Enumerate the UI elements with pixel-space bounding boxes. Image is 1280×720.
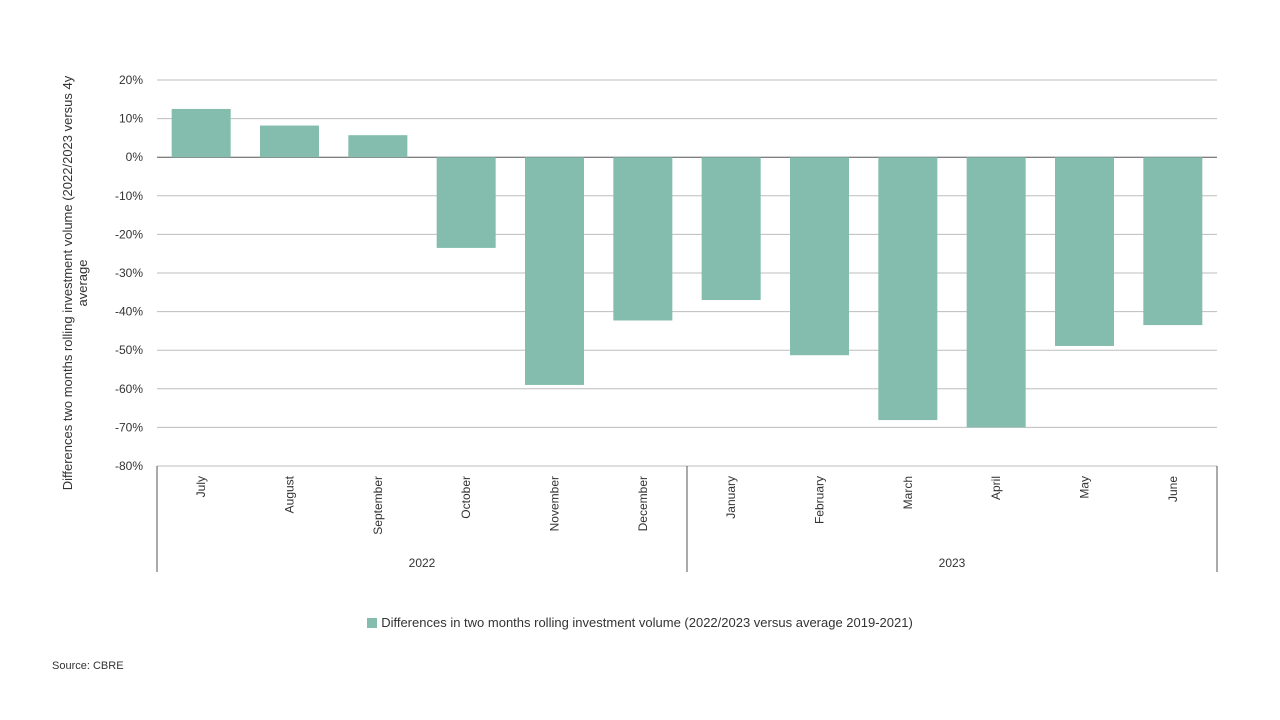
gridlines bbox=[157, 79, 1217, 467]
y-tick-label: 20% bbox=[119, 73, 143, 87]
y-tick-label: -50% bbox=[115, 343, 143, 357]
bar-january bbox=[701, 157, 761, 301]
x-category-label: May bbox=[1078, 476, 1092, 499]
y-tick-label: -10% bbox=[115, 189, 143, 203]
x-category-label: October bbox=[459, 476, 473, 519]
x-category-label: April bbox=[989, 476, 1003, 500]
y-tick-label: -70% bbox=[115, 420, 143, 434]
y-tick-label: -60% bbox=[115, 382, 143, 396]
y-tick-label: -40% bbox=[115, 305, 143, 319]
bar-june bbox=[1143, 157, 1203, 326]
bar-march bbox=[878, 157, 938, 421]
bar-october bbox=[436, 157, 496, 248]
bar-august bbox=[260, 125, 319, 158]
x-category-label: July bbox=[194, 476, 208, 497]
y-tick-label: 0% bbox=[126, 150, 144, 164]
x-category-label: September bbox=[371, 476, 385, 535]
x-group-label: 2022 bbox=[409, 556, 436, 570]
y-tick-label: -80% bbox=[115, 459, 143, 473]
bars bbox=[171, 108, 1203, 428]
bar-february bbox=[790, 157, 849, 356]
y-tick-label: 10% bbox=[119, 112, 143, 126]
legend: Differences in two months rolling invest… bbox=[0, 615, 1280, 630]
y-axis-label: Differences two months rolling investmen… bbox=[60, 75, 90, 490]
bar-may bbox=[1055, 157, 1114, 346]
x-group-label: 2023 bbox=[939, 556, 966, 570]
y-tick-label: -20% bbox=[115, 227, 143, 241]
x-category-label: August bbox=[283, 475, 297, 513]
y-axis-ticks: 20% 10% 0% -10% -20% -30% -40% -50% -60% -70% -80% bbox=[115, 73, 143, 473]
bar-september bbox=[348, 135, 408, 158]
y-tick-label: -30% bbox=[115, 266, 143, 280]
x-category-label: June bbox=[1166, 476, 1180, 502]
x-category-label: December bbox=[636, 476, 650, 531]
y-axis-label-line: average bbox=[75, 260, 90, 307]
bar-december bbox=[613, 157, 673, 321]
bar-july bbox=[171, 108, 231, 158]
x-category-label: January bbox=[724, 476, 738, 519]
x-category-label: February bbox=[813, 476, 827, 524]
x-axis-categories: July August September October November Decemb… bbox=[194, 475, 1180, 534]
x-category-label: March bbox=[901, 476, 915, 509]
bar-april bbox=[966, 157, 1026, 428]
x-axis-groups: 2022 2023 bbox=[156, 466, 1218, 572]
y-axis-label-line: Differences two months rolling investmen… bbox=[60, 75, 75, 490]
legend-label: Differences in two months rolling invest… bbox=[381, 615, 913, 630]
bar-november bbox=[525, 157, 584, 385]
x-category-label: November bbox=[548, 476, 562, 531]
source-note: Source: CBRE bbox=[52, 660, 124, 672]
legend-swatch bbox=[367, 618, 378, 628]
